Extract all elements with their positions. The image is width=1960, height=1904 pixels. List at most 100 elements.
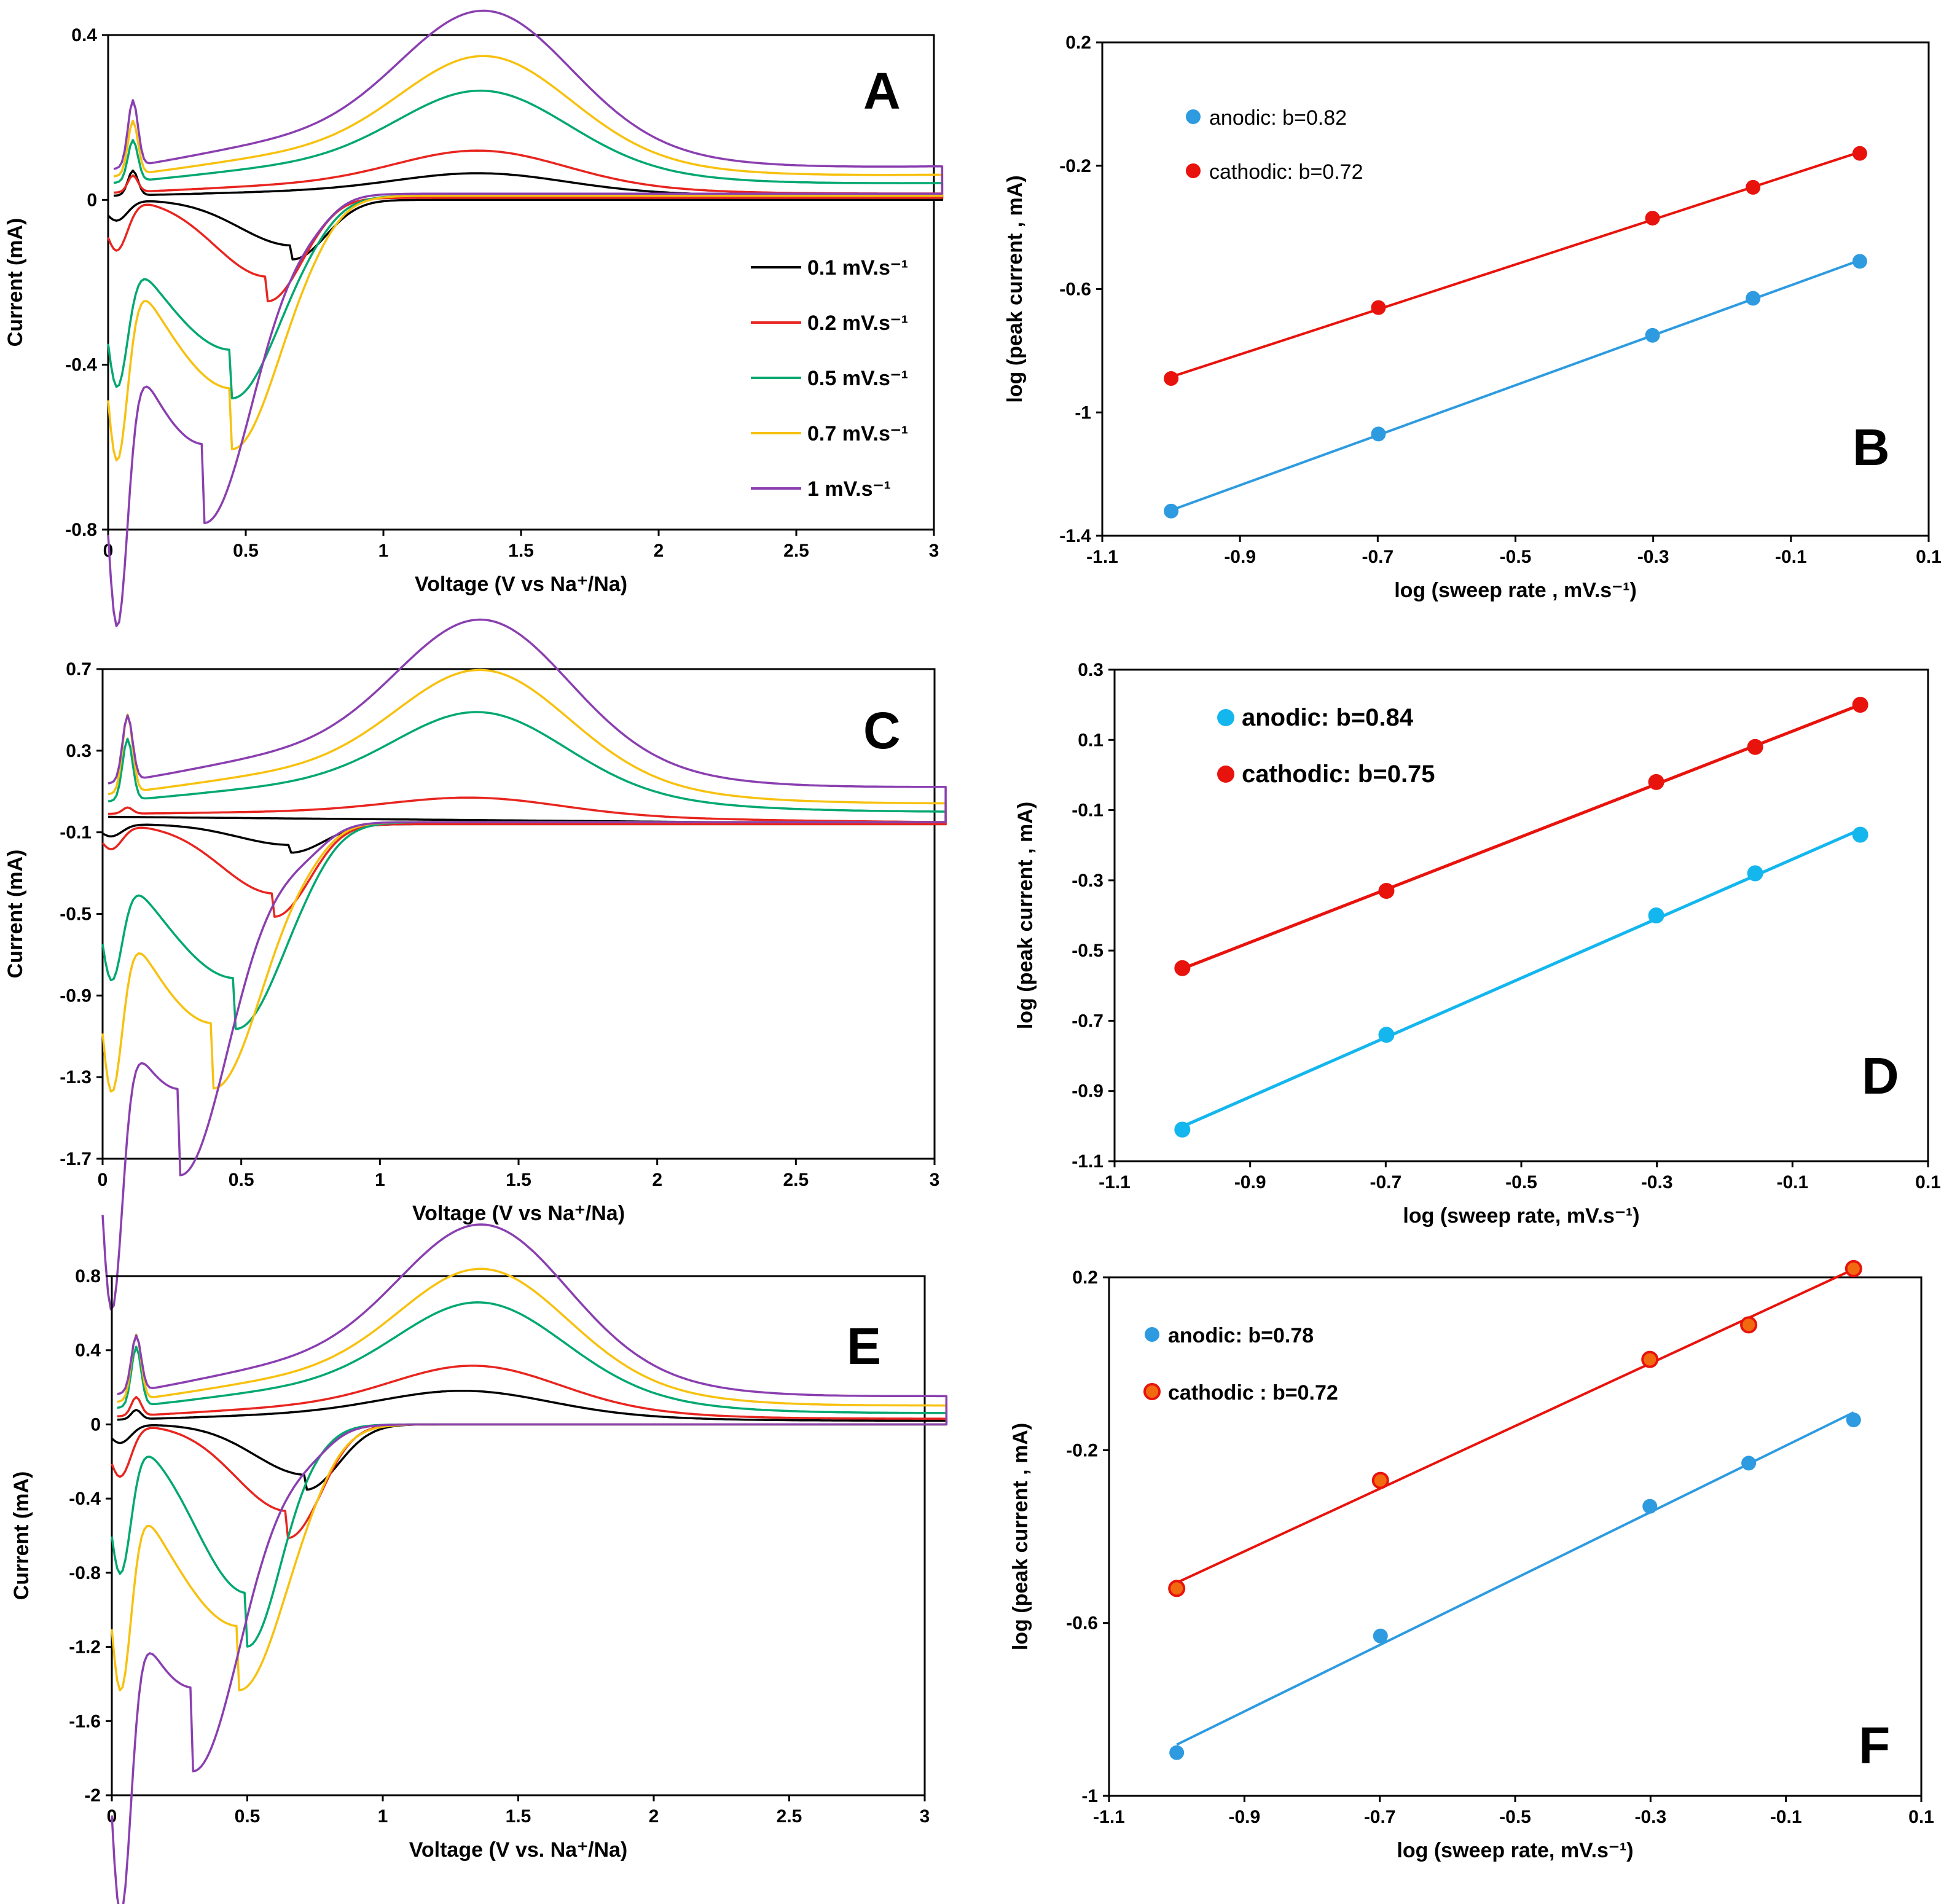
x-tick-label: 3 [930,1170,940,1190]
y-axis-label: log (peak current , mA) [1014,802,1037,1029]
data-point [1852,254,1867,269]
data-point [1174,1121,1191,1138]
legend-entry-slope: : b=0.72 [1287,160,1363,184]
legend-marker [1186,163,1201,178]
x-axis-label: Voltage (V vs Na⁺/Na) [415,573,627,596]
x-tick-label: -0.7 [1370,1172,1401,1193]
cv-curve-0 [111,1389,948,1491]
y-tick-label: 0.3 [66,741,92,761]
x-tick-label: 2 [652,1170,662,1190]
x-tick-label: 0.1 [1916,547,1942,567]
cv-curve-3 [111,1267,948,1691]
panel-letter: F [1859,1717,1890,1774]
x-tick-label: -0.1 [1770,1807,1802,1827]
y-tick-label: -1.4 [1059,526,1091,546]
legend-entry: 0.2 mV.s⁻¹ [807,311,908,335]
y-tick-label: -0.8 [69,1563,101,1583]
data-point [1371,426,1386,442]
data-point [1746,291,1761,306]
x-tick-label: 1.5 [506,1806,531,1827]
x-tick-label: 1 [378,541,389,561]
plot-frame [107,34,935,531]
data-point [1844,1260,1862,1277]
x-tick-label: 0.1 [1915,1172,1941,1193]
legend-entry-name: anodic: b=0.84 [1242,704,1414,731]
y-tick-label: -1.2 [69,1637,101,1658]
panel-f: -1.1 -0.9 -0.7 -0.5 -0.3 -0.1 0.1 -1 -0.6 -0.2 0.2… [1009,1260,1934,1862]
x-tick-label: 3 [920,1806,930,1827]
y-tick-label: -0.2 [1066,1440,1098,1460]
y-tick-label: 0.8 [75,1266,101,1287]
panel-b: -1.1 -0.9 -0.7 -0.5 -0.3 -0.1 0.1 -1.4 -1 -0.6 -0.… [1003,33,1942,602]
cv-curve-3 [101,668,947,1093]
data-point [1164,371,1179,386]
data-point [1168,1580,1186,1597]
y-axis-label: log (peak current , mA) [1009,1423,1032,1650]
legend-entry-name: cathodic : b=0.72 [1168,1381,1338,1404]
y-tick-label: -0.7 [1072,1011,1103,1031]
legend-marker [1143,1383,1161,1400]
y-tick-label: -0.9 [1072,1081,1103,1102]
data-point [1371,1471,1389,1489]
y-tick-label: -0.3 [1072,871,1103,891]
y-tick-label: -0.8 [65,520,97,540]
data-point [1642,1499,1658,1514]
x-tick-label: 3 [929,541,939,561]
x-tick-label: -0.7 [1362,547,1394,567]
y-tick-label: 0.2 [1072,1267,1098,1288]
legend-marker [1217,709,1234,726]
y-tick-label: -0.6 [1066,1613,1098,1634]
x-tick-label: -0.5 [1500,547,1532,567]
x-tick-label: -0.9 [1224,547,1256,567]
data-point [1846,1412,1861,1428]
y-tick-label: -1 [1081,1786,1098,1806]
y-tick-label: -0.4 [69,1489,101,1509]
legend-entry-name: cathodic: b=0.75 [1242,761,1435,788]
cv-curve-1 [111,1365,948,1540]
data-point [1648,774,1664,790]
legend-entry: anodic: b=0.84 [1242,704,1414,731]
x-axis-label: log (sweep rate, mV.s⁻¹) [1397,1839,1633,1862]
y-tick-label: -1 [1075,402,1091,423]
cv-curve-2 [107,89,944,400]
legend: 0.1 mV.s⁻¹ 0.2 mV.s⁻¹ 0.5 mV.s⁻¹ 0.7 mV.s⁻¹… [751,256,908,501]
legend-entry: cathodic: b=0.75 [1242,761,1435,788]
legend-entry: 0.5 mV.s⁻¹ [807,367,908,390]
legend-entry-name: anodic [1209,106,1271,130]
y-tick-label: 0.2 [1065,33,1091,53]
x-axis-label: Voltage (V vs. Na⁺/Na) [409,1838,628,1862]
panel-letter: C [863,702,901,759]
legend: anodic: b=0.84 cathodic: b=0.75 [1217,704,1435,788]
cv-curve-4 [111,1223,948,1904]
y-tick-label: -0.6 [1059,280,1091,300]
x-tick-label: -1.1 [1093,1807,1125,1827]
y-tick-label: -0.1 [60,823,92,843]
legend-marker [1145,1327,1159,1342]
legend: anodic: b=0.82 cathodic: b=0.72 [1186,106,1363,184]
x-tick-label: 2.5 [783,541,809,561]
legend-entry-slope: : b=0.82 [1271,106,1347,130]
x-tick-label: 2 [654,541,664,561]
cv-curve-3 [107,55,944,461]
y-tick-label: 0 [87,190,97,210]
cv-curve-0 [107,169,944,261]
x-tick-label: -1.1 [1086,547,1118,567]
data-point [1852,697,1868,713]
x-tick-label: 1 [378,1806,388,1827]
x-axis-label: Voltage (V vs Na⁺/Na) [412,1202,625,1225]
x-tick-label: -0.3 [1641,1172,1673,1193]
y-tick-label: -2 [84,1785,101,1806]
x-tick-label: -0.3 [1637,547,1669,567]
data-point [1852,826,1868,843]
y-tick-label: -0.5 [60,904,92,925]
data-point [1648,907,1664,923]
plot-frame [111,1275,926,1796]
x-tick-label: 0.5 [233,541,259,561]
data-point [1645,327,1660,343]
legend-entry: anodic: b=0.82 [1209,106,1347,130]
x-tick-label: 1 [375,1170,385,1190]
panel-d: -1.1 -0.9 -0.7 -0.5 -0.3 -0.1 0.1 -1.1 -0.9 -0.7 -… [1014,660,1941,1228]
fit-line-0 [1170,259,1860,512]
x-tick-label: 0.5 [229,1170,254,1190]
